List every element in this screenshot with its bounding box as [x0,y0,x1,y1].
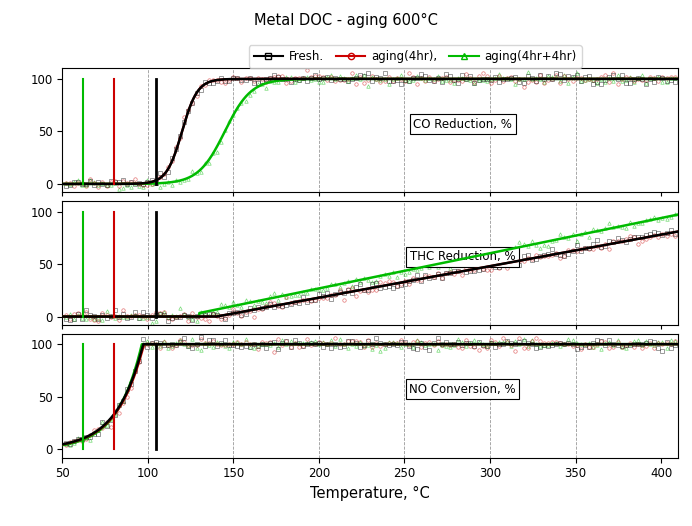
Legend: Fresh., aging(4hr),, aging(4hr+4hr): Fresh., aging(4hr),, aging(4hr+4hr) [249,45,581,68]
Text: THC Reduction, %: THC Reduction, % [410,250,516,264]
Text: NO Conversion, %: NO Conversion, % [409,383,516,396]
X-axis label: Temperature, °C: Temperature, °C [310,486,430,501]
Text: CO Reduction, %: CO Reduction, % [413,118,512,130]
Text: Metal DOC - aging 600°C: Metal DOC - aging 600°C [254,13,438,28]
